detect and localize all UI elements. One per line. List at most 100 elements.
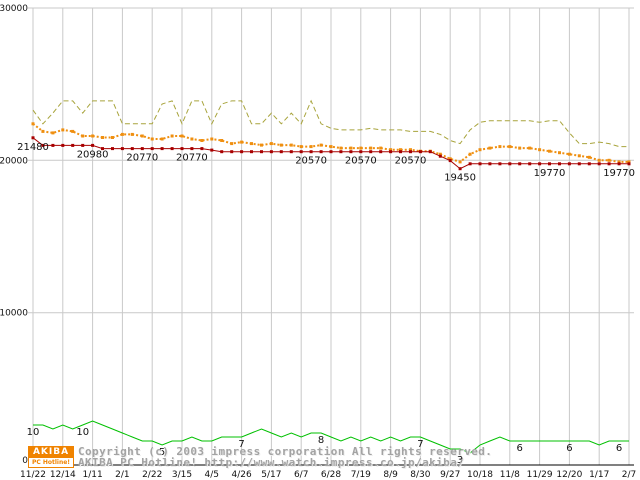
average-price-marker bbox=[250, 142, 253, 146]
average-price-marker bbox=[91, 134, 95, 138]
average-price-marker bbox=[120, 132, 124, 136]
average-price-marker bbox=[260, 143, 263, 147]
lowest-price-marker bbox=[220, 150, 224, 154]
lowest-price-marker bbox=[250, 150, 253, 154]
lowest-price-marker bbox=[349, 150, 353, 154]
average-price-marker bbox=[279, 143, 283, 147]
x-tick-label: 6/28 bbox=[321, 470, 341, 480]
average-price-marker bbox=[31, 122, 35, 126]
lowest-price-marker bbox=[200, 147, 204, 151]
y-tick-label: 20000 bbox=[0, 156, 28, 166]
count-label: 3 bbox=[457, 455, 463, 466]
lowest-price-marker bbox=[81, 143, 85, 147]
lowest-price-marker bbox=[528, 162, 532, 166]
price-label: 20570 bbox=[345, 156, 377, 167]
lowest-price-marker bbox=[230, 150, 234, 154]
copyright-line: Copyright (c) 2003 impress corporation A… bbox=[78, 445, 493, 458]
average-price-marker bbox=[289, 143, 293, 147]
average-price-marker bbox=[438, 152, 442, 156]
average-price-marker bbox=[140, 134, 144, 138]
y-tick-label: 30000 bbox=[0, 4, 28, 14]
lowest-price-marker bbox=[369, 150, 373, 154]
lowest-price-marker bbox=[488, 162, 492, 166]
x-tick-label: 9/27 bbox=[440, 470, 460, 480]
lowest-price-marker bbox=[299, 150, 303, 154]
average-price-marker bbox=[538, 148, 542, 152]
lowest-price-marker bbox=[448, 159, 452, 163]
average-price-marker bbox=[210, 137, 214, 141]
lowest-price-marker bbox=[399, 150, 402, 154]
lowest-price-marker bbox=[150, 147, 154, 151]
count-label: 5 bbox=[159, 447, 165, 458]
lowest-price-marker bbox=[389, 150, 393, 154]
lowest-price-marker bbox=[418, 150, 422, 154]
logo-top-text: AKIBA bbox=[29, 447, 73, 458]
lowest-price-marker bbox=[240, 150, 244, 154]
average-price-marker bbox=[488, 146, 492, 150]
average-price-marker bbox=[597, 158, 601, 162]
lowest-price-marker bbox=[279, 150, 283, 154]
count-label: 10 bbox=[76, 427, 89, 438]
average-price-marker bbox=[339, 146, 343, 150]
average-price-marker bbox=[478, 148, 482, 152]
lowest-price-marker bbox=[498, 162, 502, 166]
average-price-marker bbox=[329, 145, 333, 149]
lowest-price-marker bbox=[607, 162, 611, 166]
lowest-price-marker bbox=[587, 162, 591, 166]
average-price-marker bbox=[508, 145, 512, 149]
x-tick-label: 6/7 bbox=[294, 470, 308, 480]
lowest-price-marker bbox=[269, 150, 273, 154]
lowest-price-marker bbox=[359, 150, 363, 154]
average-price-marker bbox=[111, 136, 114, 139]
site-url-line: AKIBA PC Hotline! http://www.watch.impre… bbox=[78, 456, 465, 469]
count-label: 6 bbox=[517, 443, 523, 454]
x-tick-label: 10/18 bbox=[467, 470, 493, 480]
lowest-price-marker bbox=[518, 162, 522, 166]
lowest-price-marker bbox=[130, 147, 134, 151]
average-price-marker bbox=[200, 139, 204, 142]
average-price-marker bbox=[577, 154, 581, 158]
lowest-price-marker bbox=[91, 143, 95, 147]
average-price-marker bbox=[468, 152, 472, 156]
price-label: 19770 bbox=[534, 168, 566, 179]
average-price-marker bbox=[558, 151, 561, 155]
x-tick-label: 4/5 bbox=[205, 470, 219, 480]
x-tick-label: 11/29 bbox=[527, 470, 553, 480]
average-price-marker bbox=[190, 137, 194, 141]
lowest-price-marker bbox=[180, 147, 184, 151]
price-label: 19770 bbox=[603, 168, 635, 179]
average-price-marker bbox=[448, 157, 452, 161]
x-tick-label: 7/19 bbox=[351, 470, 371, 480]
average-price-marker bbox=[409, 148, 412, 152]
average-price-marker bbox=[269, 142, 273, 146]
average-price-marker bbox=[627, 160, 631, 164]
average-price-marker bbox=[160, 137, 164, 141]
average-price-marker bbox=[319, 143, 323, 147]
lowest-price-marker bbox=[120, 147, 124, 151]
x-tick-label: 4/26 bbox=[231, 470, 251, 480]
lowest-price-marker bbox=[428, 150, 432, 154]
lowest-price-marker bbox=[627, 162, 631, 166]
average-price-marker bbox=[61, 128, 65, 132]
x-tick-label: 11/8 bbox=[500, 470, 520, 480]
average-price-marker bbox=[51, 131, 55, 135]
average-price-marker bbox=[518, 146, 522, 150]
average-price-marker bbox=[349, 146, 353, 150]
lowest-price-marker bbox=[548, 162, 551, 166]
average-price-marker bbox=[379, 146, 383, 150]
average-price-marker bbox=[567, 152, 571, 156]
lowest-price-marker bbox=[567, 162, 571, 166]
average-price-marker bbox=[528, 146, 532, 150]
shop-count-line bbox=[33, 420, 629, 454]
lowest-price-marker bbox=[538, 162, 542, 166]
lowest-price-marker bbox=[319, 150, 323, 154]
lowest-price-marker bbox=[577, 162, 581, 166]
lowest-price-marker bbox=[111, 147, 114, 151]
average-price-marker bbox=[369, 146, 373, 150]
lowest-price-marker bbox=[558, 162, 561, 166]
average-price-marker bbox=[359, 146, 363, 150]
average-price-marker bbox=[607, 158, 611, 162]
count-label: 7 bbox=[238, 439, 244, 450]
